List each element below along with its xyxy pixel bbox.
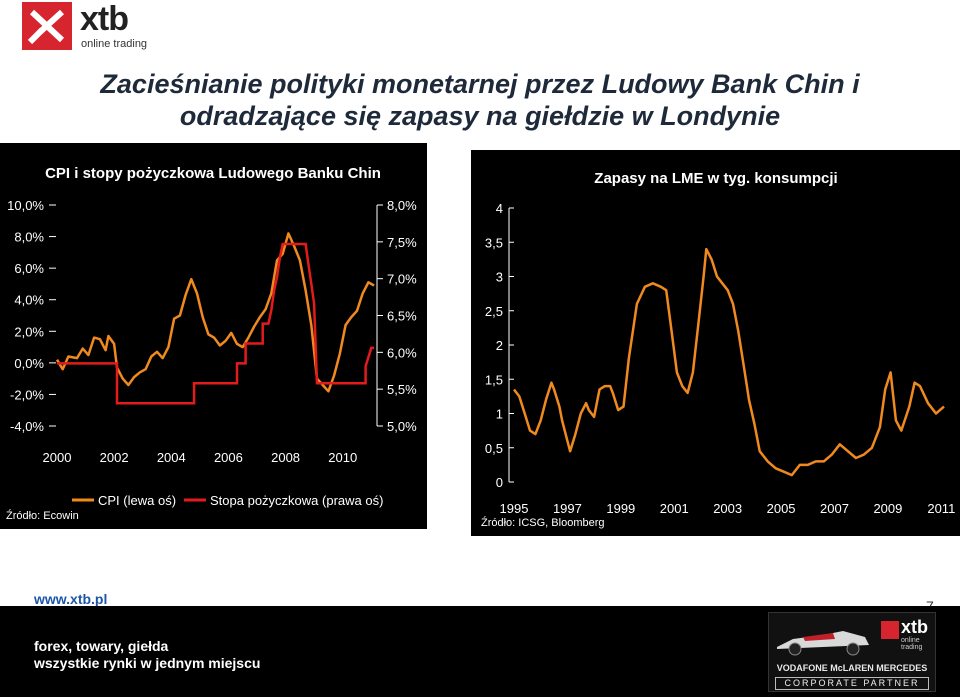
cpi-chart-svg: CPI i stopy pożyczkowa Ludowego Banku Ch… <box>6 165 417 522</box>
x-axis-tick-label: 2007 <box>820 501 849 516</box>
x-axis-tick-label: 2003 <box>713 501 742 516</box>
right-axis-tick-label: 8,0% <box>387 198 417 213</box>
left-axis-tick-label: 8,0% <box>14 230 44 245</box>
right-axis-tick-label: 5,0% <box>387 419 417 434</box>
right-axis-tick-label: 6,5% <box>387 309 417 324</box>
slide-title-line1: Zacieśnianie polityki monetarnej przez L… <box>100 69 860 99</box>
brand-sub: online trading <box>81 38 148 50</box>
y-axis-tick-label: 0,5 <box>485 441 503 456</box>
y-axis-tick-label: 0 <box>496 475 503 490</box>
left-axis-tick-label: 2,0% <box>14 324 44 339</box>
right-axis-tick-label: 5,5% <box>387 382 417 397</box>
left-axis-tick-label: 10,0% <box>7 198 44 213</box>
partner-badge: xtb online trading VODAFONE McLAREN MERC… <box>768 612 936 692</box>
legend-rate-label: Stopa pożyczkowa (prawa oś) <box>210 493 383 508</box>
lme-series-line <box>513 247 945 477</box>
x-axis-tick-label: 2010 <box>328 450 357 465</box>
x-axis-tick-label: 2006 <box>214 450 243 465</box>
y-axis-tick-label: 1 <box>496 407 503 422</box>
lending-rate-series-line <box>57 242 375 405</box>
left-axis-tick-label: -4,0% <box>10 419 44 434</box>
y-axis-tick-label: 4 <box>496 201 503 216</box>
y-axis-tick-label: 2,5 <box>485 304 503 319</box>
right-axis-tick-label: 7,0% <box>387 272 417 287</box>
x-axis-tick-label: 2001 <box>660 501 689 516</box>
brand-name: xtb <box>80 0 129 38</box>
right-axis-tick-label: 7,5% <box>387 235 417 250</box>
x-axis-tick-label: 2009 <box>873 501 902 516</box>
x-axis-tick-label: 2011 <box>927 501 955 516</box>
footer-tagline-1: forex, towary, giełda <box>34 638 169 654</box>
xtb-logo: xtb online trading <box>22 0 152 52</box>
x-axis-tick-label: 2000 <box>43 450 72 465</box>
cpi-chart-title: CPI i stopy pożyczkowa Ludowego Banku Ch… <box>45 165 381 182</box>
partner-team: VODAFONE McLAREN MERCEDES <box>776 663 928 673</box>
cpi-chart-source: Źródło: Ecowin <box>6 509 79 522</box>
left-axis-tick-label: 6,0% <box>14 261 44 276</box>
y-axis-tick-label: 1,5 <box>485 372 503 387</box>
lme-chart-svg: Zapasy na LME w tyg. konsumpcji 4 3,5 3 2,5 2… <box>481 170 955 529</box>
x-axis-tick-label: 2004 <box>157 450 186 465</box>
left-axis-tick-label: -2,0% <box>10 387 44 402</box>
y-axis-tick-label: 2 <box>496 338 503 353</box>
slide-title-line2: odradzające się zapasy na giełdzie w Lon… <box>179 101 781 131</box>
legend-cpi-label: CPI (lewa oś) <box>98 493 176 508</box>
x-axis-tick-label: 2008 <box>271 450 300 465</box>
website-link[interactable]: www.xtb.pl <box>34 591 108 607</box>
lme-chart-source: Źródło: ICSG, Bloomberg <box>481 516 605 529</box>
y-axis-tick-label: 3 <box>496 270 503 285</box>
partner-x-mark-icon <box>881 621 899 639</box>
x-axis-tick-label: 2005 <box>767 501 796 516</box>
race-car-icon <box>773 621 873 657</box>
lme-chart: Zapasy na LME w tyg. konsumpcji 4 3,5 3 2,5 2… <box>471 150 960 536</box>
footer-tagline-2: wszystkie rynki w jednym miejscu <box>34 655 261 671</box>
cpi-series-line <box>55 232 375 393</box>
slide-title: Zacieśnianie polityki monetarnej przez L… <box>0 68 960 132</box>
x-axis-tick-label: 1999 <box>606 501 635 516</box>
y-axis-tick-label: 3,5 <box>485 235 503 250</box>
partner-brand-sub: online trading <box>901 637 923 651</box>
x-axis-tick-label: 1995 <box>500 501 529 516</box>
lme-chart-title: Zapasy na LME w tyg. konsumpcji <box>594 170 837 187</box>
right-axis-tick-label: 6,0% <box>387 345 417 360</box>
left-axis-tick-label: 4,0% <box>14 293 44 308</box>
cpi-chart: CPI i stopy pożyczkowa Ludowego Banku Ch… <box>0 143 427 529</box>
left-axis-tick-label: 0,0% <box>14 356 44 371</box>
xtb-x-mark-icon <box>22 2 72 50</box>
x-axis-tick-label: 2002 <box>100 450 129 465</box>
x-axis-tick-label: 1997 <box>553 501 582 516</box>
partner-label: CORPORATE PARTNER <box>775 677 929 690</box>
partner-brand: xtb <box>901 617 928 637</box>
